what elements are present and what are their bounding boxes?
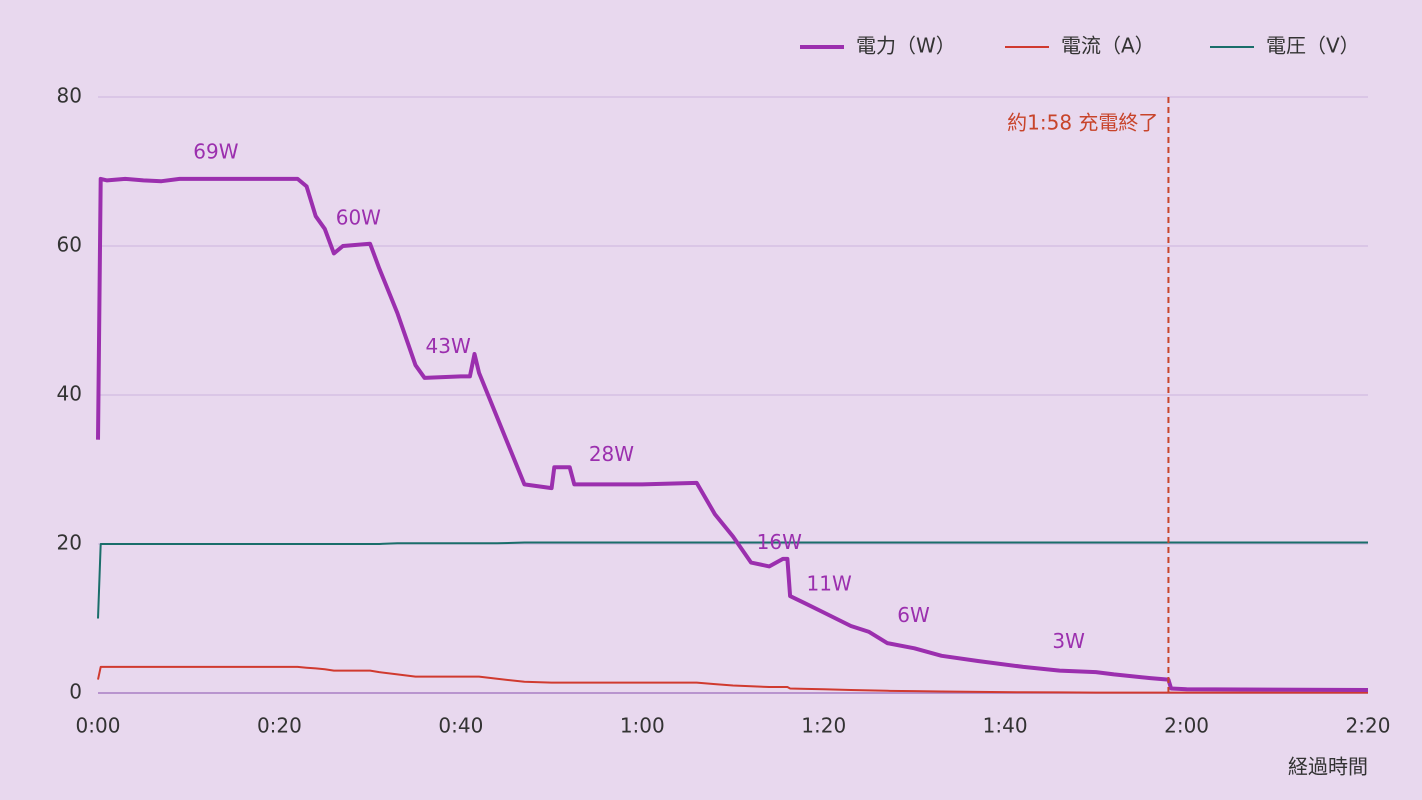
x-tick-label: 1:40 bbox=[983, 714, 1028, 738]
y-tick-label: 60 bbox=[57, 233, 82, 257]
y-tick-label: 80 bbox=[57, 84, 82, 108]
x-tick-label: 2:00 bbox=[1164, 714, 1209, 738]
legend-label: 電圧（V） bbox=[1266, 34, 1360, 58]
series-line bbox=[97, 541, 1368, 619]
power-annotation: 3W bbox=[1052, 629, 1085, 653]
legend-label: 電流（A） bbox=[1061, 34, 1155, 58]
legend-label: 電力（W） bbox=[856, 34, 956, 58]
x-tick-label: 0:20 bbox=[257, 714, 302, 738]
x-axis-label: 経過時間 bbox=[1288, 755, 1368, 779]
power-annotation: 28W bbox=[589, 442, 634, 466]
y-tick-label: 0 bbox=[69, 680, 82, 704]
x-tick-label: 1:20 bbox=[801, 714, 846, 738]
end-marker-label: 約1:58 充電終了 bbox=[1007, 111, 1158, 135]
x-tick-label: 2:20 bbox=[1346, 714, 1391, 738]
series-line bbox=[97, 665, 1368, 694]
power-annotation: 60W bbox=[336, 206, 381, 230]
power-annotation: 43W bbox=[426, 334, 471, 358]
x-tick-label: 1:00 bbox=[620, 714, 665, 738]
x-tick-label: 0:40 bbox=[438, 714, 483, 738]
power-annotation: 16W bbox=[757, 530, 802, 554]
power-annotation: 69W bbox=[193, 139, 238, 163]
x-tick-label: 0:00 bbox=[76, 714, 121, 738]
series-line bbox=[96, 176, 1369, 692]
y-tick-label: 40 bbox=[57, 382, 82, 406]
y-tick-label: 20 bbox=[57, 531, 82, 555]
power-annotation: 11W bbox=[807, 571, 852, 595]
power-annotation: 6W bbox=[897, 603, 930, 627]
